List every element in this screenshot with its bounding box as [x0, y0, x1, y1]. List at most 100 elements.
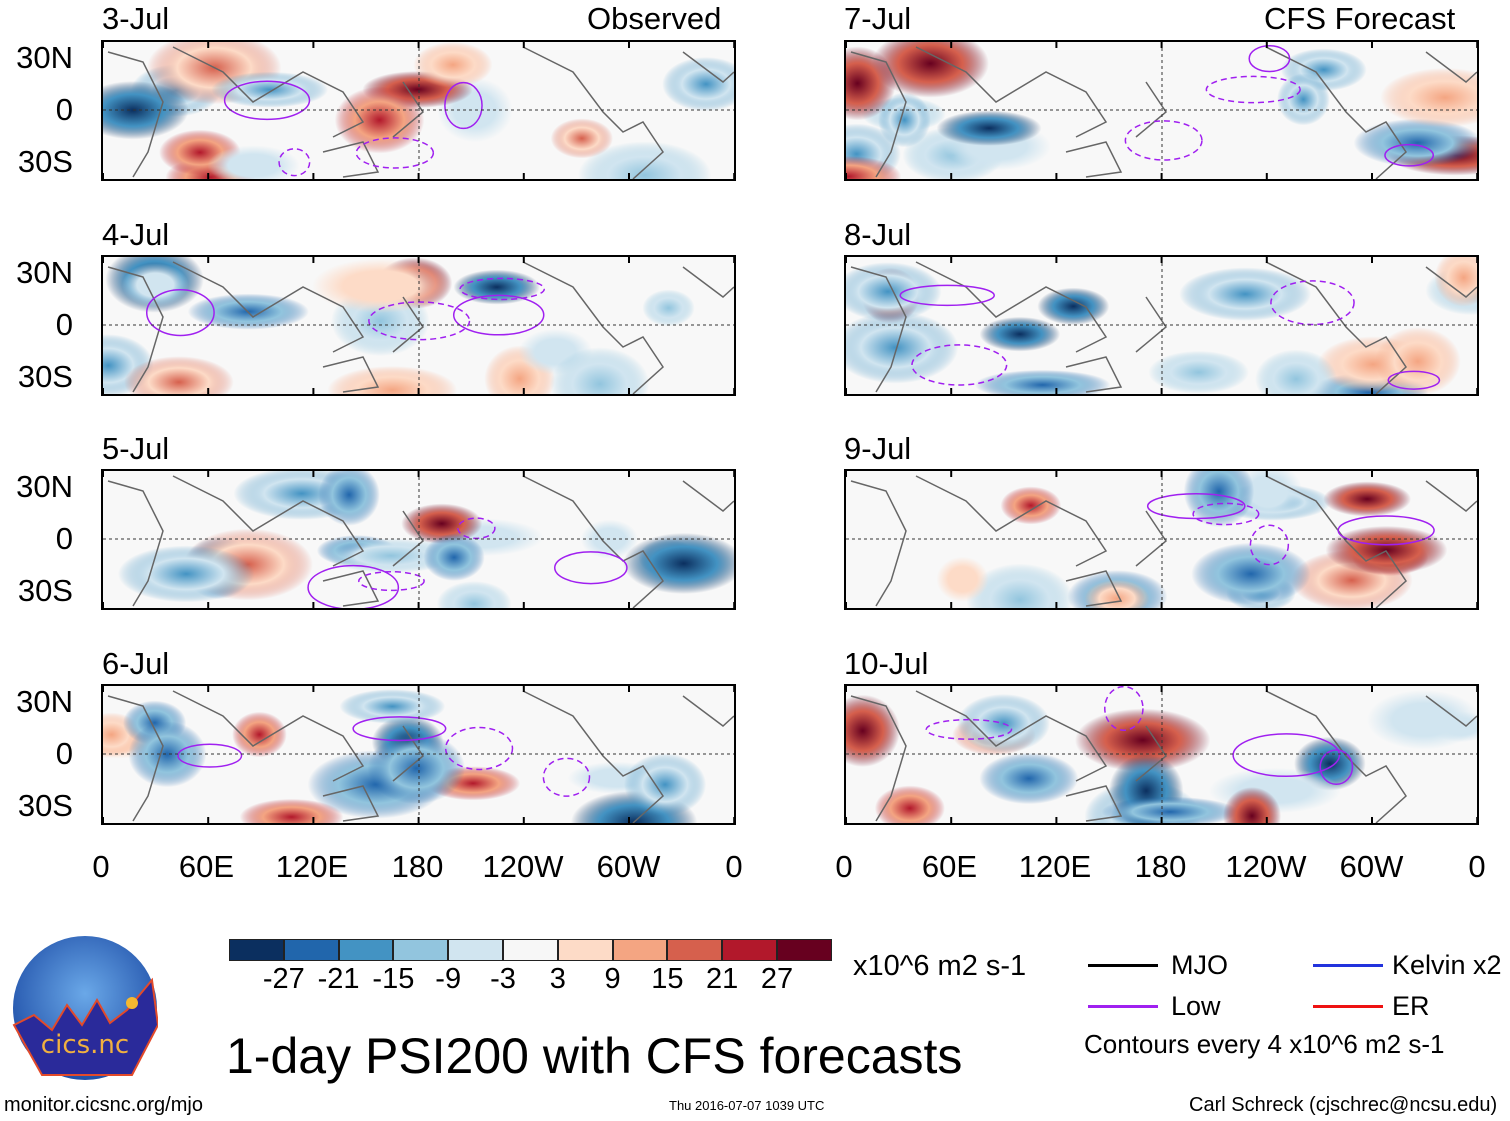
y-tick-label: 0 [55, 736, 73, 771]
anomaly-blob [550, 347, 650, 394]
x-tick-label: 120E [1018, 849, 1092, 884]
anomaly-blob [662, 57, 734, 112]
anomaly-blob [325, 538, 457, 574]
y-tick-label: 0 [55, 307, 73, 342]
low-contour [1146, 493, 1246, 520]
coastline [107, 46, 734, 179]
coastline [850, 475, 1477, 608]
colorbar-label: -27 [262, 963, 305, 995]
coastline [850, 46, 1477, 179]
panel-date-label: 3-Jul [102, 1, 170, 36]
anomaly-blob [423, 533, 485, 581]
y-tick-label: 0 [55, 92, 73, 127]
low-contour [223, 80, 311, 121]
anomaly-blob [1366, 689, 1477, 750]
low-contour [925, 718, 1013, 740]
anomaly-blob [1179, 267, 1312, 321]
y-tick-label: 30N [16, 40, 73, 75]
map-panel [101, 684, 736, 825]
anomaly-blob [846, 46, 896, 121]
colorbar-swatch [557, 939, 613, 961]
footer-author: Carl Schreck (cjschrec@ncsu.edu) [1189, 1094, 1498, 1116]
anomaly-blob [312, 258, 450, 314]
legend-mjo-label: MJO [1171, 950, 1228, 980]
panel-date-label: 9-Jul [844, 431, 912, 466]
anomaly-blob [413, 42, 493, 88]
low-contour [1270, 280, 1355, 326]
colorbar-label: -3 [490, 963, 516, 995]
y-tick-label: 30S [17, 144, 73, 179]
anomaly-blob [642, 289, 695, 327]
low-contour [368, 301, 471, 341]
colorbar-swatch [612, 939, 668, 961]
x-tick-label: 60W [596, 849, 661, 884]
legend-er-label: ER [1392, 991, 1430, 1021]
low-contour [358, 570, 425, 592]
x-tick-label: 120W [482, 849, 564, 884]
low-contour [899, 284, 995, 307]
cicsnc-logo: cics.nc [12, 935, 160, 1081]
svg-text:cics.nc: cics.nc [41, 1030, 129, 1060]
colorbar-label: 3 [549, 963, 566, 995]
low-contour [145, 288, 215, 337]
y-tick-label: 30N [16, 255, 73, 290]
coastline [107, 475, 734, 608]
anomaly-blob [979, 752, 1079, 805]
anomaly-blob [232, 711, 287, 758]
low-contour [1384, 143, 1435, 167]
map-panel [844, 255, 1479, 396]
panel-date-label: 10-Jul [844, 646, 929, 681]
panel-date-label: 7-Jul [844, 1, 912, 36]
observed-label: Observed [587, 1, 722, 36]
y-tick-label: 30S [17, 788, 73, 823]
low-contour [355, 137, 435, 169]
coastline [107, 690, 734, 823]
anomaly-blob [401, 503, 483, 544]
x-tick-label: 60E [178, 849, 235, 884]
anomaly-blob [871, 42, 989, 98]
low-contour [452, 294, 545, 336]
figure-title: 1-day PSI200 with CFS forecasts [226, 1028, 963, 1084]
low-contour [307, 564, 400, 608]
colorbar-swatch [503, 939, 558, 961]
panel-date-label: 8-Jul [844, 217, 912, 252]
map-panel [101, 469, 736, 610]
anomaly-blob [436, 581, 512, 608]
anomaly-blob [966, 563, 1074, 608]
low-contour [278, 148, 311, 177]
anomaly-blob [1434, 257, 1477, 307]
colorbar-label: -21 [317, 963, 360, 995]
anomaly-blob [1101, 796, 1239, 823]
legend-kelvin-line [1313, 964, 1383, 967]
x-tick-label: 60E [921, 849, 978, 884]
anomaly-blob [623, 753, 707, 816]
panel-date-label: 5-Jul [102, 431, 170, 466]
anomaly-blob [623, 532, 734, 595]
anomaly-blob [211, 71, 329, 108]
anomaly-blob [874, 785, 945, 823]
colorbar-label: -15 [372, 963, 415, 995]
low-contour [1205, 75, 1301, 104]
x-tick-label: 0 [92, 849, 110, 884]
footer-url[interactable]: monitor.cicsnc.org/mjo [4, 1094, 203, 1116]
x-tick-label: 180 [1134, 849, 1187, 884]
anomaly-blob [1037, 287, 1110, 325]
anomaly-blob [979, 316, 1061, 352]
coastline [850, 690, 1477, 823]
anomaly-blob [878, 92, 931, 148]
low-contour [1232, 733, 1341, 778]
anomaly-blob [128, 721, 207, 788]
low-contour [911, 344, 1008, 386]
anomaly-blob [117, 545, 255, 603]
anomaly-blob [367, 732, 466, 805]
low-contour [1319, 749, 1354, 785]
anomaly-blob [846, 694, 900, 767]
map-panel [101, 255, 736, 396]
x-tick-label: 120E [275, 849, 349, 884]
low-contour [1337, 515, 1435, 546]
anomaly-blob [318, 471, 380, 526]
x-tick-label: 0 [1468, 849, 1486, 884]
low-contour [1387, 370, 1441, 390]
low-contour [444, 81, 483, 130]
anomaly-blob [846, 156, 902, 179]
